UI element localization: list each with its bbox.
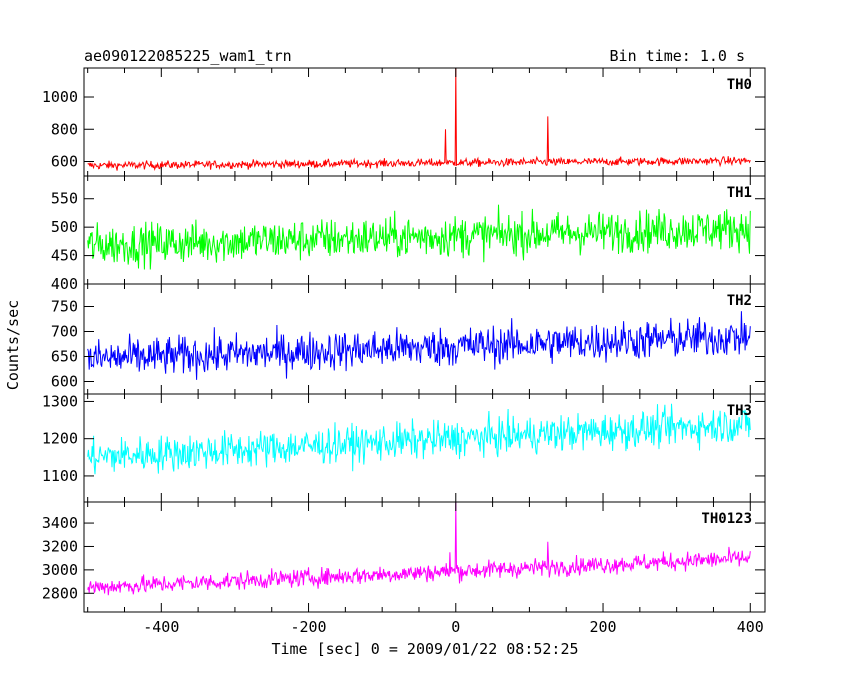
y-tick-label: 400	[51, 275, 78, 293]
y-tick-label: 600	[51, 373, 78, 391]
series-line-th1	[87, 204, 751, 270]
y-tick-label: 1300	[42, 392, 78, 410]
panel-th3: 1100 1200 1300 TH3	[42, 392, 766, 503]
panel-name-label: TH0123	[701, 511, 752, 527]
y-tick-label: 450	[51, 247, 78, 265]
y-tick-label: 750	[51, 298, 78, 316]
y-tick-label: 1000	[42, 88, 78, 106]
panel-name-label: TH1	[727, 185, 752, 201]
panel-name-label: TH0	[727, 77, 752, 93]
y-tick-label: 600	[51, 152, 78, 170]
series-line-th0	[87, 67, 751, 172]
bin-time-label: Bin time: 1.0 s	[610, 47, 745, 65]
y-axis-label: Counts/sec	[4, 300, 22, 390]
y-tick-label: 2800	[42, 584, 78, 602]
x-tick-label: -400	[143, 618, 179, 636]
x-tick-label: 200	[589, 618, 616, 636]
x-tick-label: 400	[737, 618, 764, 636]
y-tick-label: 500	[51, 218, 78, 236]
y-tick-label: 1100	[42, 467, 78, 485]
series-line-th3	[87, 403, 751, 475]
y-tick-label: 3200	[42, 537, 78, 555]
y-tick-label: 700	[51, 323, 78, 341]
panel-name-label: TH2	[727, 293, 752, 309]
series-line-th0123	[87, 501, 751, 596]
chart-title: ae090122085225_wam1_trn	[84, 47, 292, 65]
panel-frame	[83, 501, 766, 613]
panel-name-label: TH3	[727, 403, 752, 419]
x-tick-label: -200	[290, 618, 326, 636]
series-line-th2	[87, 311, 751, 380]
y-tick-label: 3000	[42, 561, 78, 579]
panel-th2: 600 650 700 750 TH2	[51, 283, 766, 395]
y-tick-label: 3400	[42, 514, 78, 532]
y-tick-label: 550	[51, 190, 78, 208]
y-tick-label: 1200	[42, 430, 78, 448]
x-axis-label: Time [sec] 0 = 2009/01/22 08:52:25	[271, 640, 578, 658]
x-tick-label: 0	[451, 618, 460, 636]
y-tick-label: 800	[51, 120, 78, 138]
y-tick-label: 650	[51, 348, 78, 366]
panel-th1: 400 450 500 550 TH1	[51, 175, 766, 293]
panels-group: 600 800 1000 TH0 400 450 500 550 TH1 600 650 700 750…	[42, 67, 766, 636]
panel-th0123: 2800 3000 3200 3400 TH0123	[42, 501, 766, 613]
panel-th0: 600 800 1000 TH0	[42, 67, 766, 177]
